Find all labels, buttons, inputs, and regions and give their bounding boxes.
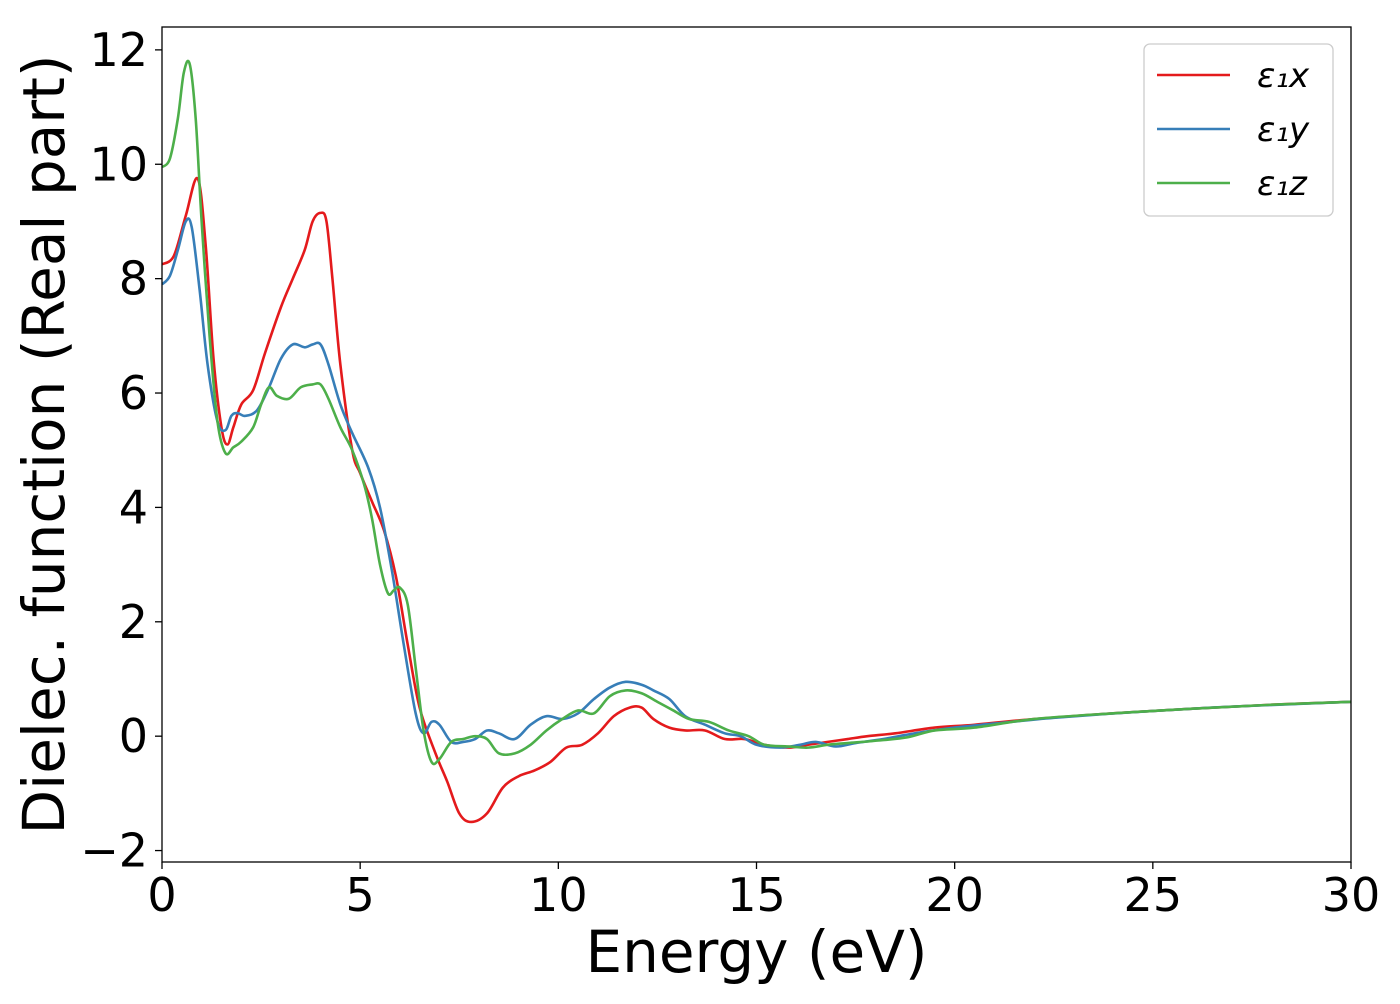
y-axis-label: Dielec. function (Real part) bbox=[10, 54, 78, 834]
y-tick-label: 10 bbox=[89, 137, 148, 191]
x-axis-label: Energy (eV) bbox=[585, 918, 927, 986]
series-layer bbox=[162, 59, 1351, 824]
x-tick-label: 30 bbox=[1322, 868, 1381, 922]
y-tick-label: 2 bbox=[119, 595, 148, 649]
legend-label-2: ε₁y bbox=[1257, 110, 1310, 150]
x-tick-label: 10 bbox=[529, 868, 588, 922]
series-line-1 bbox=[162, 176, 1351, 824]
series-line-2 bbox=[162, 217, 1351, 749]
x-tick-label: 0 bbox=[147, 868, 176, 922]
x-tick-label: 20 bbox=[925, 868, 984, 922]
legend-label-3: ε₁z bbox=[1257, 164, 1308, 204]
legend: ε₁x ε₁y ε₁z bbox=[1143, 43, 1334, 217]
x-tick-label: 5 bbox=[346, 868, 375, 922]
series-line-3 bbox=[162, 59, 1351, 766]
y-tick-label: 4 bbox=[119, 480, 148, 534]
legend-label-1: ε₁x bbox=[1257, 56, 1310, 96]
y-tick-label: −2 bbox=[80, 824, 148, 878]
legend-box bbox=[1143, 43, 1334, 217]
y-tick-label: 0 bbox=[119, 709, 148, 763]
x-tick-label: 25 bbox=[1124, 868, 1183, 922]
y-tick-label: 6 bbox=[119, 366, 148, 420]
x-tick-label: 15 bbox=[727, 868, 786, 922]
y-tick-label: 12 bbox=[89, 23, 148, 77]
y-tick-label: 8 bbox=[119, 252, 148, 306]
